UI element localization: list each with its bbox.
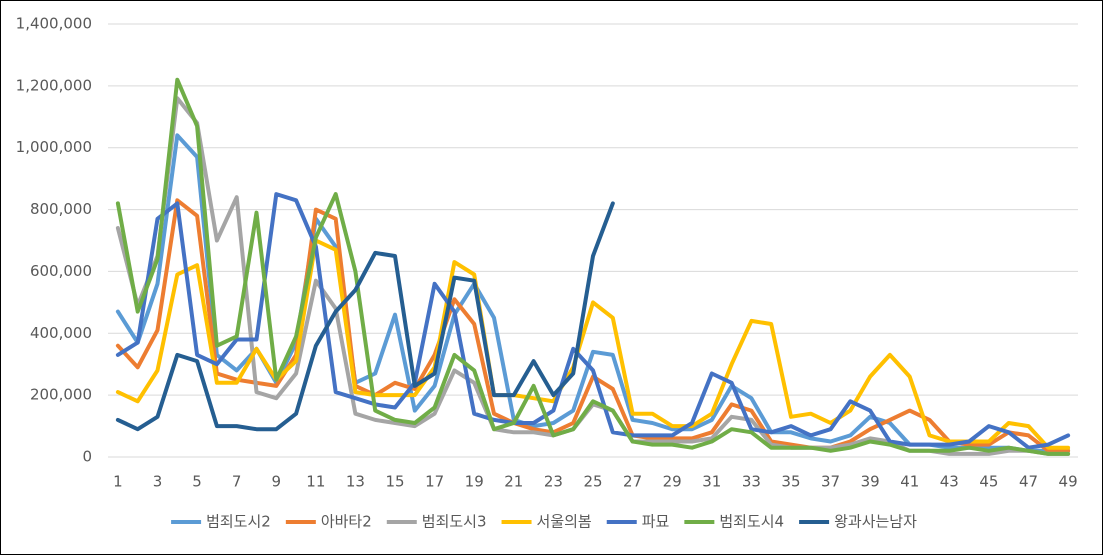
series-line [115,77,1071,456]
x-tick-label: 25 [583,473,602,491]
legend-label: 범죄도시3 [422,513,487,531]
x-tick-label: 17 [425,473,444,491]
legend-label: 아바타2 [321,513,372,531]
y-tick-label: 0 [82,448,92,466]
x-tick-label: 33 [742,473,761,491]
series-line [115,201,615,432]
x-tick-label: 3 [153,473,163,491]
x-tick-label: 23 [544,473,563,491]
x-tick-label: 15 [385,473,404,491]
x-tick-label: 45 [979,473,998,491]
y-tick-label: 200,000 [30,386,92,404]
y-tick-label: 400,000 [30,324,92,342]
x-tick-label: 9 [271,473,281,491]
y-tick-label: 800,000 [30,200,92,218]
x-tick-label: 49 [1059,473,1078,491]
x-tick-label: 43 [940,473,959,491]
x-tick-label: 37 [821,473,840,491]
x-tick-label: 29 [663,473,682,491]
legend-label: 파묘 [642,513,670,531]
x-tick-label: 27 [623,473,642,491]
legend-label: 범죄도시2 [206,513,271,531]
series-line [115,192,1071,450]
y-tick-label: 1,200,000 [16,76,92,94]
y-tick-label: 600,000 [30,262,92,280]
x-tick-label: 5 [192,473,202,491]
x-tick-label: 35 [781,473,800,491]
y-tick-label: 1,000,000 [16,138,92,156]
x-tick-label: 47 [1019,473,1038,491]
x-tick-label: 21 [504,473,523,491]
x-tick-label: 41 [900,473,919,491]
legend-label: 서울의봄 [537,513,592,531]
x-tick-label: 11 [306,473,325,491]
x-tick-label: 1 [113,473,123,491]
x-tick-label: 19 [465,473,484,491]
x-tick-label: 13 [346,473,365,491]
legend-label: 범죄도시4 [719,513,784,531]
x-tick-label: 7 [232,473,242,491]
legend-label: 왕과사는남자 [834,513,917,531]
x-tick-label: 39 [861,473,880,491]
y-tick-label: 1,400,000 [16,15,92,33]
x-tick-label: 31 [702,473,721,491]
